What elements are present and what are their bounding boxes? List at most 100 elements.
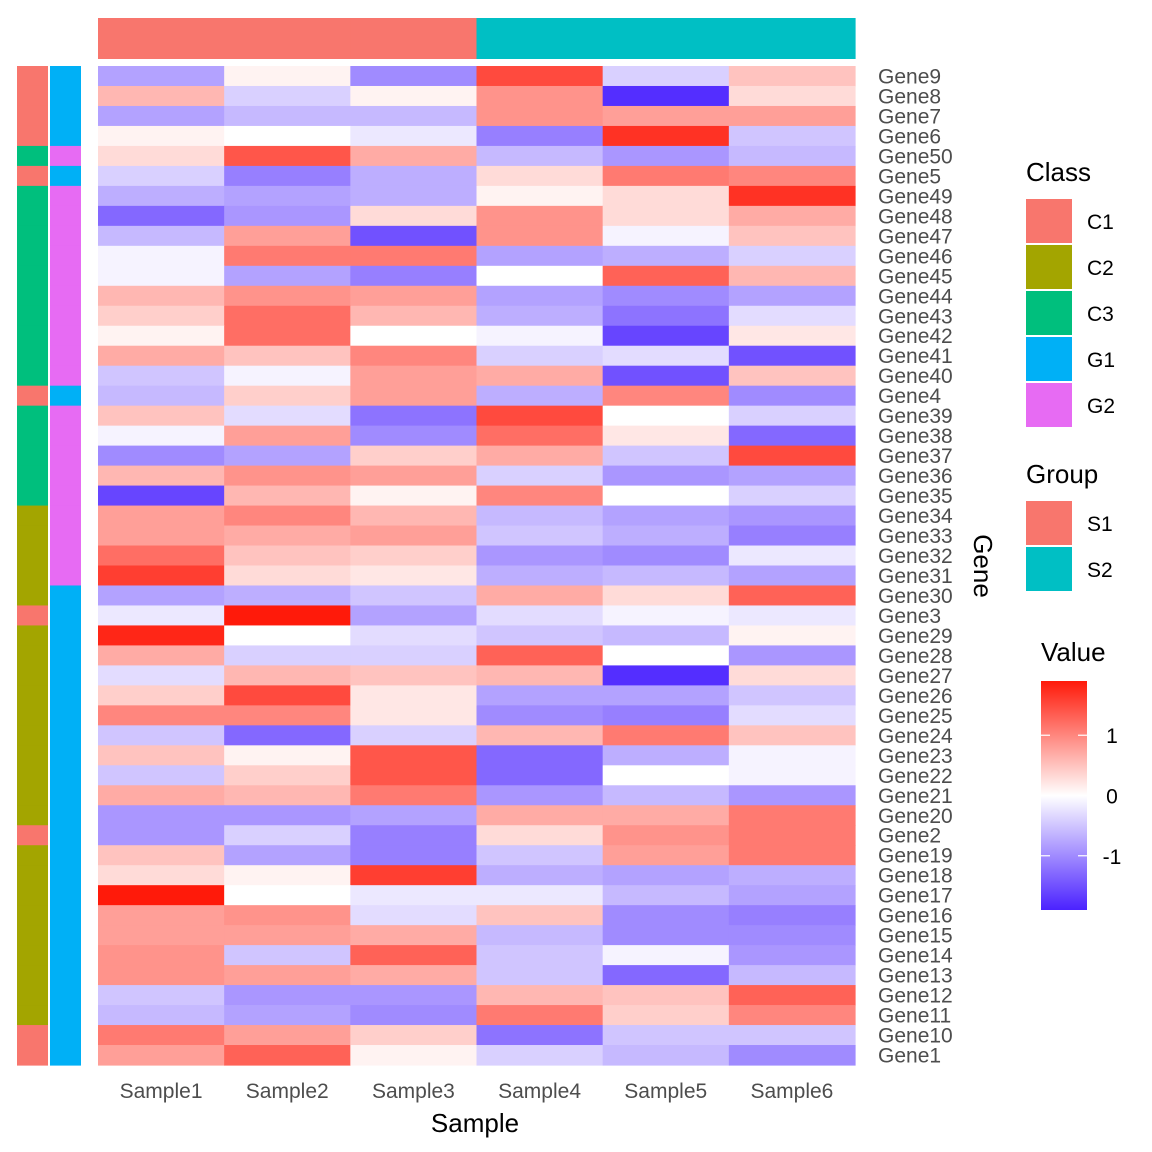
heatmap-cell	[98, 325, 225, 347]
heatmap-cell	[476, 785, 604, 806]
group-annotation-bar	[98, 18, 856, 59]
heatmap-cell	[728, 645, 856, 666]
heatmap-cell	[224, 445, 351, 467]
heatmap-cell	[602, 285, 730, 307]
gene-label: Gene3	[878, 605, 941, 628]
heatmap-cell	[602, 745, 730, 766]
heatmap-cell	[350, 545, 478, 567]
heatmap-cell	[728, 1005, 856, 1026]
heatmap-cell	[602, 865, 730, 886]
heatmap-cell	[602, 885, 730, 906]
heatmap-cell	[476, 305, 604, 327]
heatmap-cell	[476, 525, 604, 547]
gene-label: Gene6	[878, 125, 941, 148]
gene-label: Gene17	[878, 885, 953, 908]
gene-label: Gene2	[878, 825, 941, 848]
heatmap-cell	[476, 925, 604, 946]
heatmap-cell	[98, 985, 225, 1006]
heatmap-cell	[728, 505, 856, 527]
class-annotation-cell	[17, 745, 48, 766]
heatmap-cell	[602, 1025, 730, 1046]
class-annotation-cell	[17, 845, 48, 866]
heatmap-cell	[476, 85, 604, 107]
gene-group-annotation-cell	[50, 1045, 81, 1066]
heatmap-cell	[224, 265, 351, 287]
heatmap-cell	[98, 1005, 225, 1026]
class-legend-key	[1026, 291, 1072, 335]
heatmap-cell	[728, 245, 856, 267]
heatmap-cell	[476, 325, 604, 347]
heatmap-cell	[224, 125, 351, 147]
gene-label: Gene18	[878, 865, 953, 888]
gene-group-annotation-cell	[50, 965, 81, 986]
heatmap-cell	[476, 605, 604, 627]
group-annotation-cell	[98, 18, 225, 59]
heatmap-cell	[350, 66, 478, 87]
gene-group-annotation-cell	[50, 125, 81, 147]
heatmap-cell	[350, 465, 478, 487]
heatmap-cell	[350, 425, 478, 447]
heatmap-cell	[476, 165, 604, 187]
class-annotation-cell	[17, 105, 48, 127]
heatmap-cell	[350, 905, 478, 926]
heatmap-cell	[224, 925, 351, 946]
gene-group-annotation-cell	[50, 1005, 81, 1026]
heatmap-cell	[476, 405, 604, 427]
gene-group-annotation-cell	[50, 885, 81, 906]
heatmap-cell	[728, 825, 856, 846]
heatmap-cell	[602, 445, 730, 467]
heatmap-cell	[476, 725, 604, 746]
heatmap-cell	[98, 185, 225, 207]
class-annotation-cell	[17, 885, 48, 906]
heatmap-cell	[224, 105, 351, 127]
heatmap-cell	[476, 705, 604, 726]
heatmap-cell	[224, 165, 351, 187]
heatmap-cell	[224, 145, 351, 167]
gene-label: Gene44	[878, 285, 953, 308]
heatmap-cell	[728, 85, 856, 107]
heatmap-cell	[476, 285, 604, 307]
heatmap-cell	[602, 305, 730, 327]
class-annotation-cell	[17, 705, 48, 726]
gene-label: Gene26	[878, 685, 953, 708]
gene-label: Gene28	[878, 645, 953, 668]
heatmap-cell	[476, 565, 604, 587]
heatmap-cell	[728, 1025, 856, 1046]
heatmap-cell	[224, 325, 351, 347]
heatmap-cell	[602, 765, 730, 786]
heatmap-cell	[350, 225, 478, 247]
heatmap-cell	[602, 245, 730, 267]
heatmap-cell	[728, 545, 856, 567]
class-annotation-cell	[17, 245, 48, 267]
heatmap-cell	[224, 605, 351, 627]
gene-label: Gene49	[878, 185, 953, 208]
heatmap-cell	[224, 365, 351, 387]
gene-group-annotation-cell	[50, 685, 81, 706]
heatmap-cell	[602, 545, 730, 567]
value-legend-title: Value	[1041, 637, 1106, 667]
gene-group-annotation-cell	[50, 705, 81, 726]
heatmap-cell	[728, 665, 856, 686]
gene-label: Gene19	[878, 845, 953, 868]
heatmap-cell	[98, 605, 225, 627]
heatmap-cell	[224, 205, 351, 227]
gene-label: Gene9	[878, 65, 941, 88]
y-axis-title: Gene	[968, 534, 998, 598]
heatmap-cell	[98, 905, 225, 926]
heatmap-cell	[98, 105, 225, 127]
gene-annotation-bars	[17, 66, 81, 1066]
heatmap-cell	[98, 725, 225, 746]
class-annotation-cell	[17, 805, 48, 826]
heatmap-cell	[602, 625, 730, 647]
heatmap-cell	[98, 545, 225, 567]
heatmap-cell	[350, 865, 478, 886]
heatmap-cell	[224, 645, 351, 666]
heatmap-cell	[602, 725, 730, 746]
gene-label: Gene39	[878, 405, 953, 428]
heatmap-cell	[728, 925, 856, 946]
class-annotation-cell	[17, 265, 48, 287]
heatmap-cell	[224, 745, 351, 766]
heatmap-cell	[224, 965, 351, 986]
heatmap-cell	[602, 1005, 730, 1026]
